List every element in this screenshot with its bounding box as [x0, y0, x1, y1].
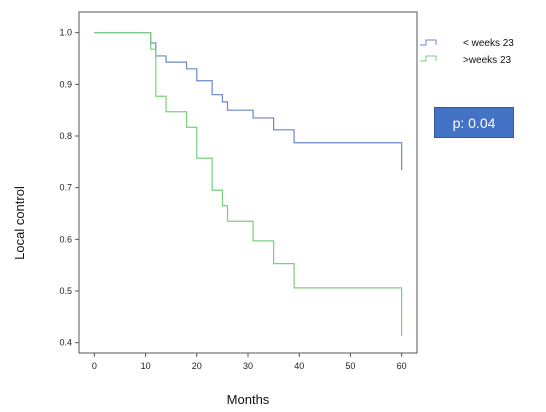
x-tick-label: 30: [243, 361, 253, 371]
legend-label-weeks-over-23: >weeks 23: [463, 55, 512, 66]
legend: < weeks 23 >weeks 23: [420, 38, 514, 66]
y-tick-label: 0.5: [59, 286, 72, 296]
plot-frame: [78, 11, 418, 354]
x-tick-label: 10: [141, 361, 151, 371]
x-tick-label: 40: [294, 361, 304, 371]
legend-marker-weeks-under-23: [420, 39, 437, 46]
p-value-annotation: p: 0.04: [434, 107, 514, 138]
series-layer: [94, 32, 403, 336]
x-tick-label: 0: [92, 361, 97, 371]
series-line-weeks-over-23: [94, 32, 403, 336]
y-axis-title: Local control: [12, 186, 27, 260]
y-tick-label: 0.8: [59, 131, 72, 141]
legend-label-weeks-under-23: < weeks 23: [463, 38, 514, 49]
x-tick-label: 60: [397, 361, 407, 371]
y-tick-label: 1.0: [59, 28, 72, 38]
x-tick-label: 50: [345, 361, 355, 371]
series-line-weeks-under-23: [94, 32, 403, 171]
y-tick-label: 0.7: [59, 183, 72, 193]
y-tick-label: 0.4: [59, 338, 72, 348]
y-tick-label: 0.6: [59, 234, 72, 244]
y-tick-label: 0.9: [59, 79, 72, 89]
x-axis-title: Months: [227, 392, 270, 407]
p-value-text: p: 0.04: [452, 114, 496, 131]
x-tick-label: 20: [192, 361, 202, 371]
legend-marker-weeks-over-23: [420, 55, 437, 62]
tick-layer: 0 10 20 30 40 50 60 0.4 0.5 0.6 0.7 0.8 0.9 1.0: [59, 28, 406, 371]
